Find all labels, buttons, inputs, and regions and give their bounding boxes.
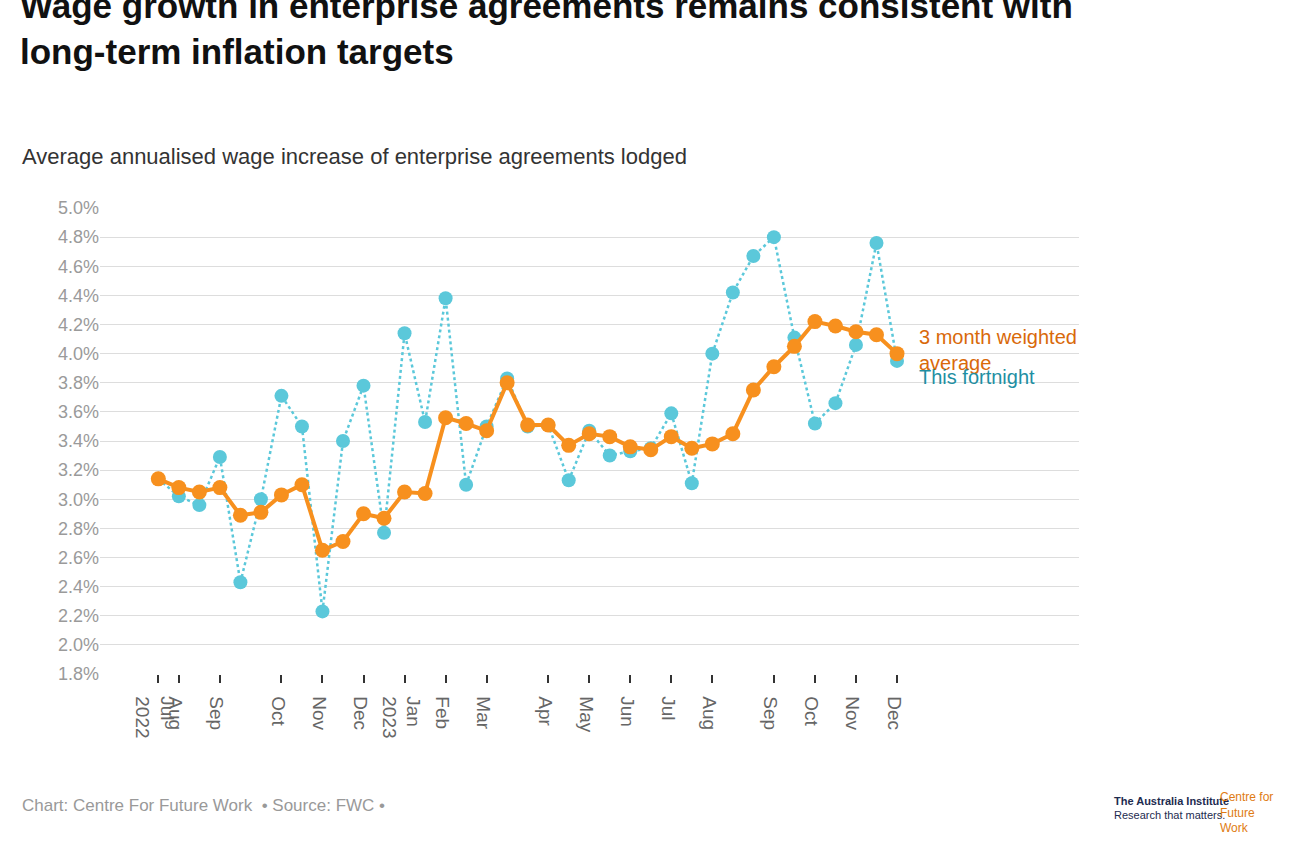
svg-text:This fortnight: This fortnight [919, 366, 1035, 388]
svg-text:Average annualised wage increa: Average annualised wage increase of ente… [22, 144, 687, 169]
svg-text:Feb: Feb [432, 696, 453, 729]
svg-text:4.6%: 4.6% [58, 257, 99, 277]
svg-text:5.0%: 5.0% [58, 198, 99, 218]
svg-text:4.2%: 4.2% [58, 315, 99, 335]
svg-text:May: May [576, 696, 597, 732]
svg-text:Jul2022: Jul2022 [132, 696, 178, 738]
svg-text:Nov: Nov [309, 696, 330, 730]
svg-text:3.8%: 3.8% [58, 373, 99, 393]
svg-text:Sep: Sep [760, 696, 781, 730]
svg-text:The Australia InstituteResearc: The Australia InstituteResearch that mat… [1114, 795, 1229, 821]
svg-text:3.6%: 3.6% [58, 402, 99, 422]
svg-text:Dec: Dec [884, 696, 905, 730]
svg-text:3.0%: 3.0% [58, 490, 99, 510]
svg-text:2.2%: 2.2% [58, 606, 99, 626]
svg-text:4.8%: 4.8% [58, 227, 99, 247]
svg-text:2.8%: 2.8% [58, 519, 99, 539]
svg-text:Dec: Dec [350, 696, 371, 730]
svg-text:Jan2023: Jan2023 [379, 696, 425, 738]
svg-text:Aug: Aug [165, 696, 186, 730]
svg-text:Oct: Oct [268, 696, 289, 726]
svg-text:4.0%: 4.0% [58, 344, 99, 364]
svg-text:Jul: Jul [658, 696, 679, 720]
svg-text:Sep: Sep [206, 696, 227, 730]
svg-text:2.0%: 2.0% [58, 635, 99, 655]
svg-text:Wage growth in enterprise agre: Wage growth in enterprise agreements rem… [20, 0, 1073, 71]
svg-text:2.6%: 2.6% [58, 548, 99, 568]
svg-text:Aug: Aug [699, 696, 720, 730]
svg-text:3 month weightedaverage: 3 month weightedaverage [919, 326, 1077, 374]
svg-text:Chart: Centre For Future Work: Chart: Centre For Future Work • Source: … [22, 796, 385, 815]
svg-text:Apr: Apr [535, 696, 556, 726]
svg-text:3.2%: 3.2% [58, 460, 99, 480]
svg-text:1.8%: 1.8% [58, 664, 99, 684]
svg-text:Jun: Jun [617, 696, 638, 727]
svg-text:4.4%: 4.4% [58, 286, 99, 306]
svg-text:Nov: Nov [842, 696, 863, 730]
svg-text:3.4%: 3.4% [58, 431, 99, 451]
svg-text:2.4%: 2.4% [58, 577, 99, 597]
svg-text:Centre forFutureWork: Centre forFutureWork [1220, 790, 1273, 835]
svg-text:Mar: Mar [473, 696, 494, 729]
svg-text:Oct: Oct [801, 696, 822, 726]
